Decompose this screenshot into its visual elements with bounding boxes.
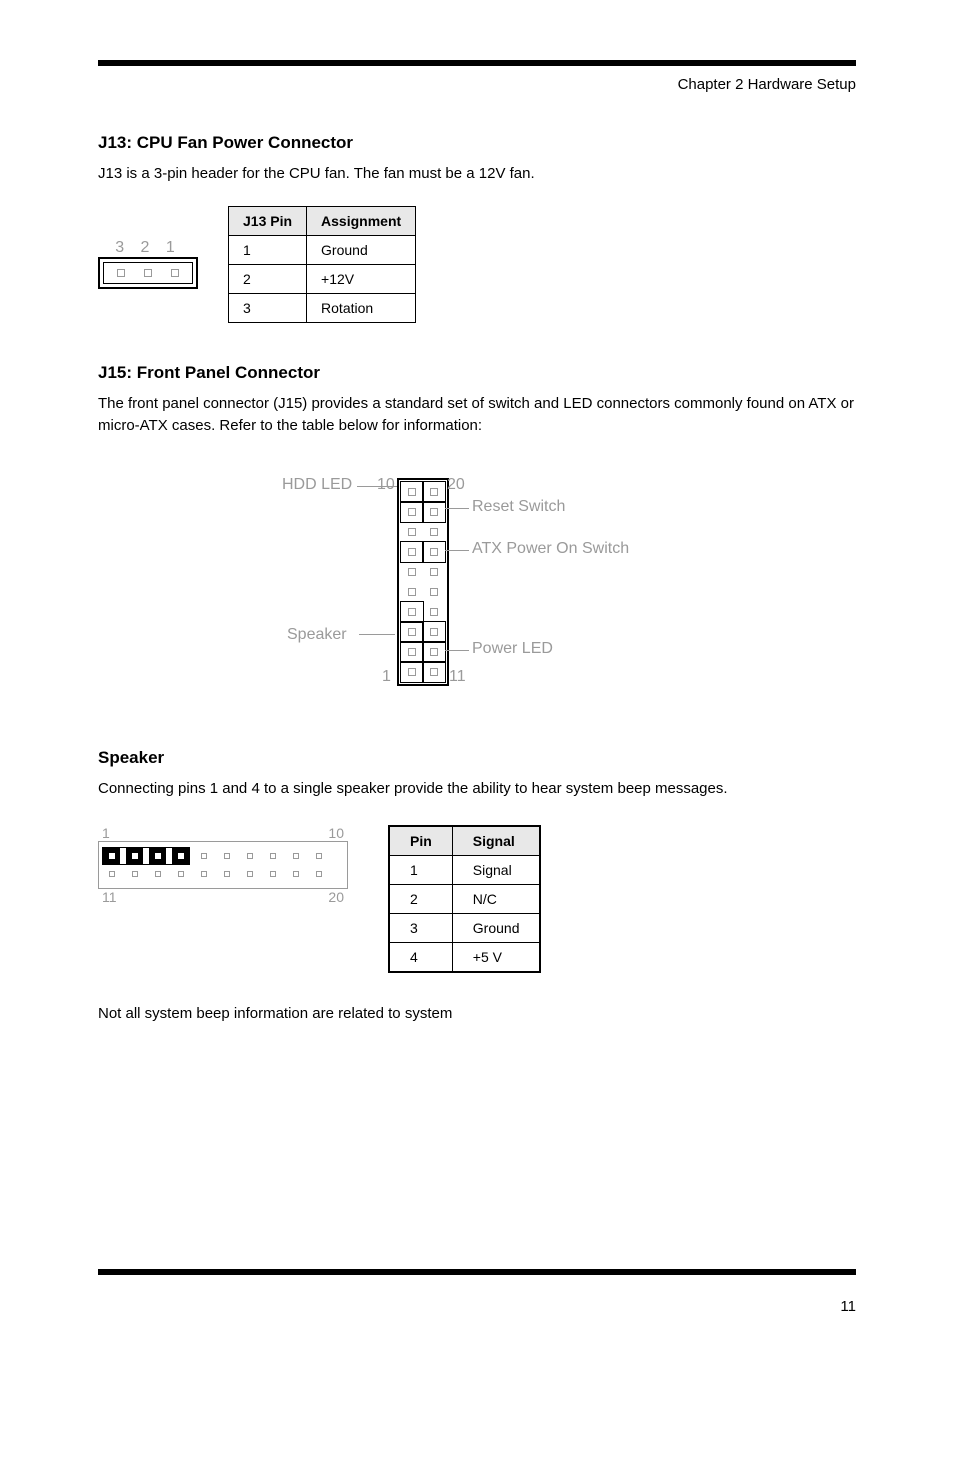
- j13-th-pin: J13 Pin: [229, 206, 307, 235]
- pin-icon: [171, 269, 179, 277]
- j13-row: 3 2 1 J13 Pin Assignment 1 Ground: [98, 206, 856, 323]
- top-rule: [98, 60, 856, 66]
- j13-num-3: 3: [115, 239, 130, 256]
- pin11-label: 11: [449, 668, 466, 686]
- chapter-header: Chapter 2 Hardware Setup: [98, 76, 856, 93]
- speaker-label: Speaker: [287, 626, 347, 644]
- bottom-rule: [98, 1269, 856, 1275]
- reset-label: Reset Switch: [472, 498, 565, 516]
- speaker-desc2: Not all system beep information are rela…: [98, 1003, 856, 1026]
- pin1-label: 1: [382, 668, 391, 686]
- pin-icon: [144, 269, 152, 277]
- spk-num-br: 20: [328, 889, 344, 905]
- pin-icon: [117, 269, 125, 277]
- j15-diagram: HDD LED 10 20 Reset Switch ATX Power On …: [227, 468, 727, 708]
- j15-desc: The front panel connector (J15) provides…: [98, 393, 856, 438]
- j13-num-1: 1: [166, 239, 181, 256]
- spk-th-pin: Pin: [389, 826, 452, 856]
- table-row: 4+5 V: [389, 943, 540, 973]
- atx-label: ATX Power On Switch: [472, 540, 629, 558]
- page-number: 11: [840, 1298, 856, 1315]
- spk-num-tr: 10: [328, 825, 344, 841]
- speaker-title: Speaker: [98, 748, 856, 768]
- table-row: 2 +12V: [229, 264, 416, 293]
- speaker-connector-diagram: 1 10: [98, 825, 348, 905]
- table-row: 1Signal: [389, 856, 540, 885]
- speaker-desc: Connecting pins 1 and 4 to a single spea…: [98, 778, 856, 801]
- table-row: 2N/C: [389, 885, 540, 914]
- j13-desc: J13 is a 3-pin header for the CPU fan. T…: [98, 163, 856, 186]
- powerled-label: Power LED: [472, 640, 553, 658]
- j13-num-2: 2: [141, 239, 156, 256]
- j15-header-block: [397, 478, 449, 686]
- j13-connector-diagram: 3 2 1: [98, 239, 198, 289]
- j13-th-assign: Assignment: [307, 206, 416, 235]
- spk-num-bl: 11: [102, 889, 117, 905]
- j13-table: J13 Pin Assignment 1 Ground 2 +12V 3 Rot…: [228, 206, 416, 323]
- j15-title: J15: Front Panel Connector: [98, 363, 856, 383]
- spk-num-tl: 1: [102, 825, 110, 841]
- j13-title: J13: CPU Fan Power Connector: [98, 133, 856, 153]
- spk-th-signal: Signal: [452, 826, 540, 856]
- table-row: 3Ground: [389, 914, 540, 943]
- hdd-led-label: HDD LED: [282, 476, 352, 494]
- table-row: 1 Ground: [229, 235, 416, 264]
- speaker-row: 1 10: [98, 825, 856, 973]
- pin20-label: 20: [447, 476, 465, 494]
- table-row: 3 Rotation: [229, 293, 416, 322]
- pin10-label: 10: [377, 476, 395, 494]
- speaker-table: Pin Signal 1Signal 2N/C 3Ground 4+5 V: [388, 825, 541, 973]
